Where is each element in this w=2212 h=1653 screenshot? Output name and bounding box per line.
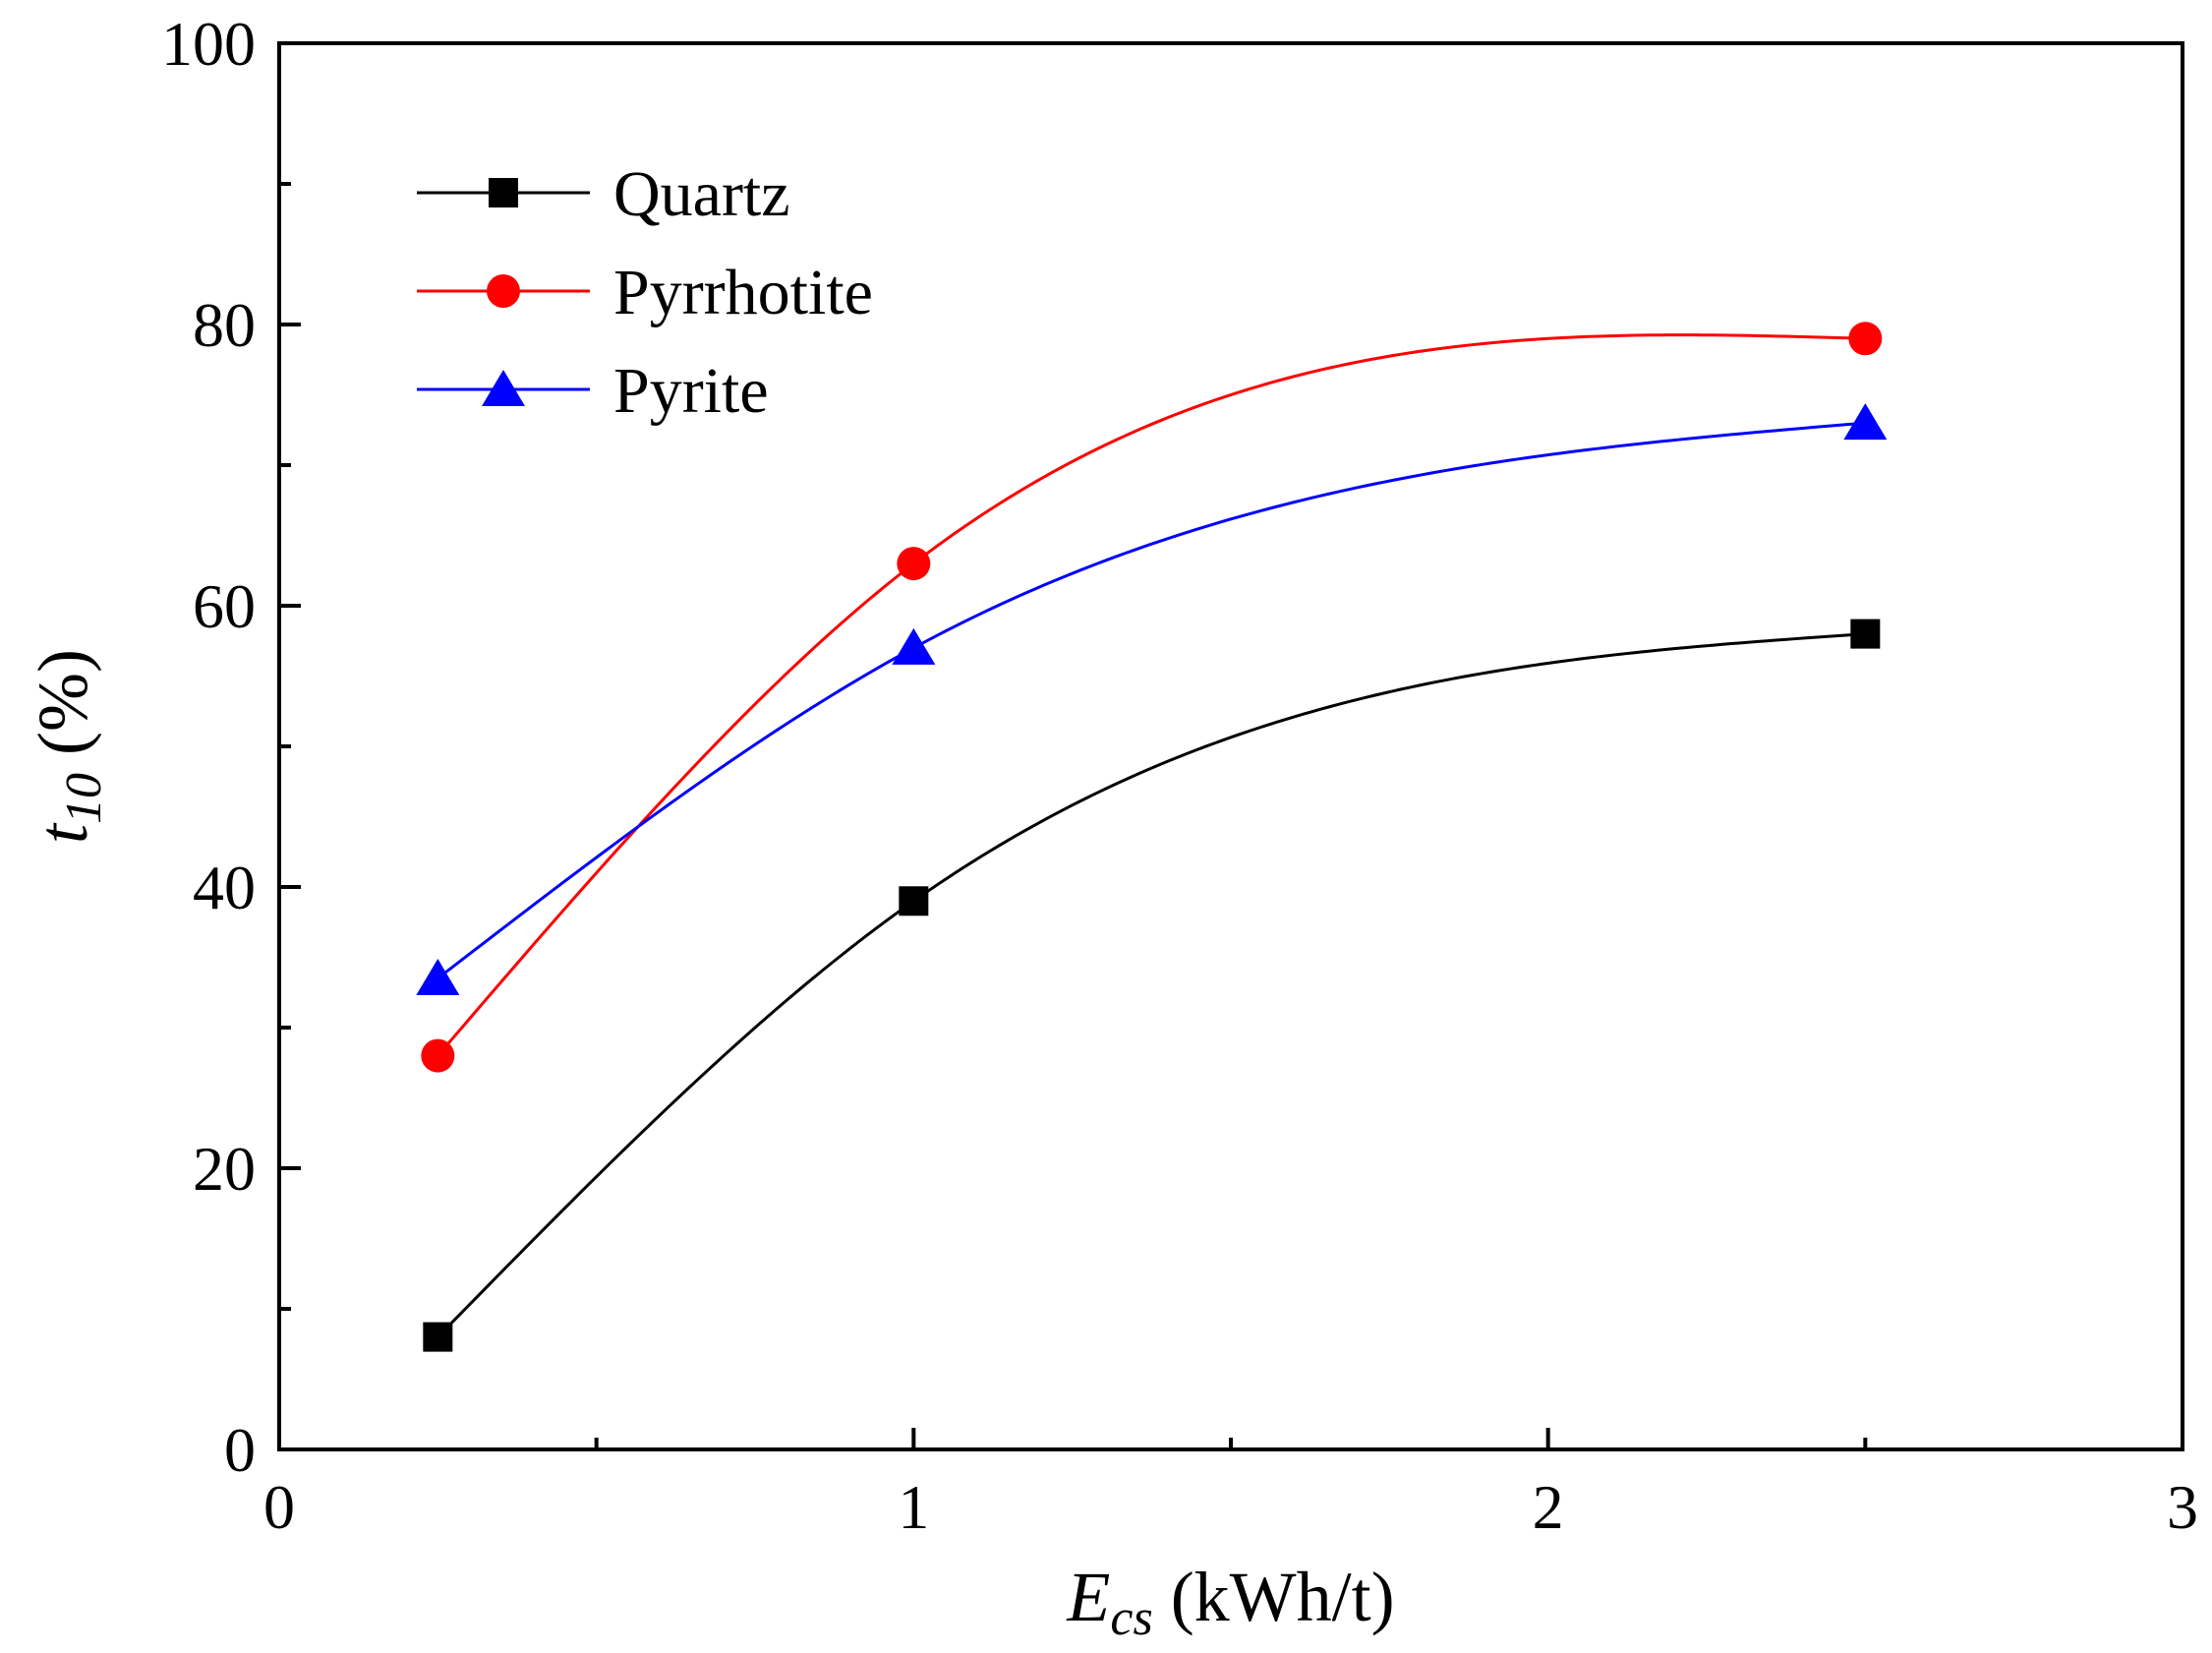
data-point-pyrite	[1843, 403, 1888, 441]
y-axis-title: t10 (%)	[24, 649, 112, 844]
y-tick-label: 80	[193, 290, 256, 360]
series-line-pyrrhotite	[437, 333, 1866, 1057]
series-line-quartz	[437, 632, 1866, 1338]
data-point-pyrite	[892, 627, 936, 665]
y-tick-label: 100	[161, 9, 256, 79]
x-axis-title: Ecs (kWh/t)	[1066, 1558, 1394, 1646]
data-point-pyrrhotite	[897, 547, 931, 581]
series-curves	[437, 333, 1866, 1338]
data-point-quartz	[1850, 619, 1881, 649]
data-point-quartz	[423, 1322, 453, 1352]
legend: Quartz Pyrrhotite Pyrite	[417, 158, 873, 427]
data-point-quartz	[899, 886, 929, 916]
series-markers	[416, 322, 1888, 1352]
data-point-pyrrhotite	[421, 1038, 455, 1073]
legend-label: Pyrrhotite	[613, 257, 873, 328]
legend-label: Pyrite	[613, 355, 769, 427]
y-tick-label: 60	[193, 571, 256, 641]
x-tick-label: 3	[2167, 1472, 2198, 1542]
y-tick-label: 40	[193, 853, 256, 922]
data-point-pyrite	[416, 958, 460, 995]
legend-marker-square	[489, 178, 518, 207]
tick-labels: 0 1 2 3 0 20 40 60 80 100	[161, 9, 2198, 1542]
data-point-pyrrhotite	[1848, 322, 1883, 356]
legend-item-pyrite: Pyrite	[417, 355, 769, 427]
legend-label: Quartz	[613, 158, 790, 230]
axis-ticks	[277, 41, 2184, 1451]
legend-item-quartz: Quartz	[417, 158, 790, 230]
series-line-pyrite	[437, 421, 1866, 980]
y-tick-label: 0	[224, 1415, 256, 1485]
x-tick-label: 1	[898, 1472, 929, 1542]
x-tick-label: 2	[1533, 1472, 1564, 1542]
y-tick-label: 20	[193, 1134, 256, 1204]
legend-marker-circle	[487, 274, 520, 308]
legend-item-pyrrhotite: Pyrrhotite	[417, 257, 873, 328]
legend-marker-triangle	[482, 370, 525, 406]
x-tick-label: 0	[263, 1472, 295, 1542]
